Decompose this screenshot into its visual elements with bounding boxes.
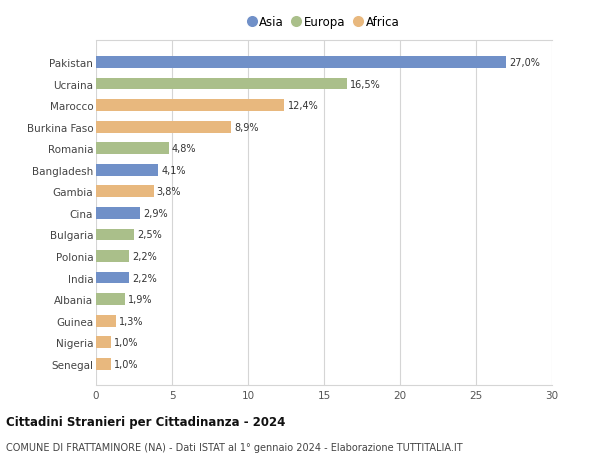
- Bar: [96, 358, 111, 370]
- Text: 2,5%: 2,5%: [137, 230, 162, 240]
- Bar: [96, 186, 154, 198]
- Bar: [96, 207, 140, 219]
- Text: 1,0%: 1,0%: [114, 337, 139, 347]
- Bar: [96, 78, 347, 90]
- Bar: [96, 122, 231, 133]
- Bar: [96, 315, 116, 327]
- Text: 3,8%: 3,8%: [157, 187, 181, 197]
- Bar: [96, 272, 130, 284]
- Bar: [96, 336, 111, 348]
- Text: 2,9%: 2,9%: [143, 208, 168, 218]
- Text: 4,8%: 4,8%: [172, 144, 197, 154]
- Bar: [96, 164, 158, 176]
- Text: 1,3%: 1,3%: [119, 316, 143, 326]
- Text: 8,9%: 8,9%: [235, 123, 259, 132]
- Text: 2,2%: 2,2%: [133, 273, 157, 283]
- Bar: [96, 57, 506, 69]
- Bar: [96, 294, 125, 305]
- Text: 12,4%: 12,4%: [287, 101, 318, 111]
- Text: COMUNE DI FRATTAMINORE (NA) - Dati ISTAT al 1° gennaio 2024 - Elaborazione TUTTI: COMUNE DI FRATTAMINORE (NA) - Dati ISTAT…: [6, 442, 463, 452]
- Text: 16,5%: 16,5%: [350, 79, 380, 90]
- Text: Cittadini Stranieri per Cittadinanza - 2024: Cittadini Stranieri per Cittadinanza - 2…: [6, 415, 286, 428]
- Text: 27,0%: 27,0%: [509, 58, 541, 68]
- Text: 4,1%: 4,1%: [161, 165, 186, 175]
- Text: 2,2%: 2,2%: [133, 252, 157, 262]
- Text: 1,9%: 1,9%: [128, 295, 152, 304]
- Bar: [96, 229, 134, 241]
- Text: 1,0%: 1,0%: [114, 359, 139, 369]
- Bar: [96, 251, 130, 263]
- Bar: [96, 100, 284, 112]
- Legend: Asia, Europa, Africa: Asia, Europa, Africa: [245, 13, 403, 33]
- Bar: [96, 143, 169, 155]
